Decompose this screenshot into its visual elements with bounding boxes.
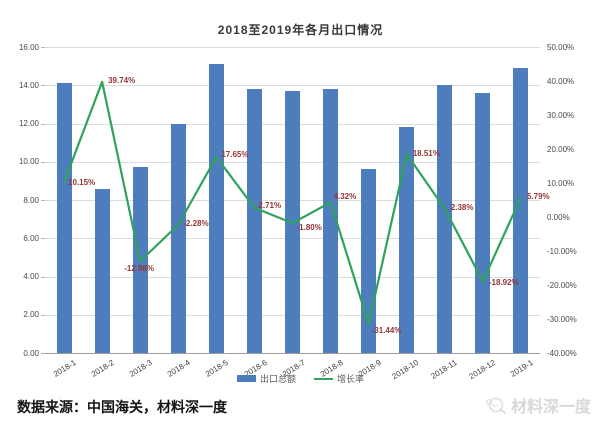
left-axis-tick-label: 0.00	[23, 348, 39, 358]
gridline	[45, 353, 540, 354]
gridline	[45, 47, 540, 48]
export-total-bar	[475, 92, 491, 353]
left-axis-tick	[41, 314, 45, 316]
right-axis-tick-label: -10.00%	[547, 246, 577, 256]
right-axis-tick-label: 30.00%	[547, 110, 575, 120]
left-axis-tick-label: 14.00	[18, 80, 39, 90]
left-axis-tick-label: 4.00	[23, 272, 39, 281]
export-total-bar	[513, 68, 529, 353]
export-total-bar	[323, 89, 339, 353]
left-axis-tick-label: 16.00	[18, 42, 39, 52]
watermark-logo-icon	[485, 397, 506, 414]
right-axis-tick-label: 50.00%	[547, 42, 575, 52]
export-total-bar	[170, 123, 186, 353]
legend-item-growth-rate: 增长率	[314, 372, 364, 385]
left-axis-tick	[41, 353, 45, 354]
left-axis-tick	[41, 238, 45, 240]
export-total-bar	[399, 127, 415, 353]
watermark: 材料深一度	[484, 393, 591, 417]
growth-rate-data-label: -12.98%	[124, 263, 154, 273]
gridline	[45, 85, 540, 87]
growth-rate-data-label: -2.28%	[183, 219, 209, 229]
right-axis-tick-label: 0.00%	[547, 212, 570, 222]
growth-rate-data-label: -18.92%	[488, 277, 519, 287]
legend-label-growth-rate: 增长率	[337, 374, 365, 384]
right-axis-tick-label: -20.00%	[547, 280, 577, 290]
left-axis-tick-label: 6.00	[23, 233, 39, 243]
growth-rate-data-label: 2.38%	[450, 203, 474, 213]
growth-rate-data-label: 10.15%	[68, 177, 96, 187]
growth-rate-data-label: 18.51%	[412, 148, 440, 158]
right-axis-tick-label: 20.00%	[547, 144, 575, 154]
left-axis-tick-label: 2.00	[23, 310, 39, 320]
growth-rate-data-label: 39.74%	[108, 76, 136, 86]
growth-rate-data-label: 4.32%	[333, 191, 357, 201]
legend-bar-swatch	[236, 375, 256, 382]
left-axis-tick	[41, 85, 45, 87]
legend-item-export-total: 出口总额	[236, 372, 296, 385]
chart-title: 2018至2019年各月出口情况	[217, 23, 384, 37]
left-axis-tick-label: 8.00	[23, 195, 39, 205]
left-axis-tick-label: 12.00	[18, 119, 39, 128]
left-axis-tick	[41, 47, 45, 48]
export-total-bar	[246, 89, 262, 353]
left-axis-tick	[41, 200, 45, 201]
growth-rate-data-label: 5.79%	[526, 191, 550, 201]
growth-rate-data-label: 2.71%	[258, 201, 282, 211]
growth-rate-data-label: -31.44%	[371, 326, 402, 336]
export-total-bar	[132, 167, 148, 353]
right-axis-tick-label: -30.00%	[547, 314, 577, 324]
left-axis-tick	[41, 161, 45, 163]
export-total-bar	[94, 188, 110, 353]
legend: 出口总额 增长率	[0, 372, 601, 385]
right-axis-tick-label: -40.00%	[547, 348, 577, 358]
legend-line-swatch	[314, 377, 333, 380]
left-axis-tick-label: 10.00	[18, 157, 39, 167]
export-total-bar	[56, 83, 72, 353]
data-source-text: 数据来源：中国海关，材料深一度	[17, 401, 227, 416]
growth-rate-data-label: 17.65%	[221, 150, 249, 160]
legend-label-export-total: 出口总额	[259, 374, 296, 384]
left-axis-tick	[41, 123, 45, 125]
export-total-bar	[437, 85, 453, 353]
right-axis-tick-label: 10.00%	[547, 178, 575, 188]
right-axis-tick-label: 40.00%	[547, 76, 575, 86]
growth-rate-data-label: -1.80%	[296, 222, 322, 232]
export-total-bar	[208, 64, 224, 353]
left-axis-tick	[41, 276, 45, 278]
watermark-text: 材料深一度	[510, 399, 591, 416]
